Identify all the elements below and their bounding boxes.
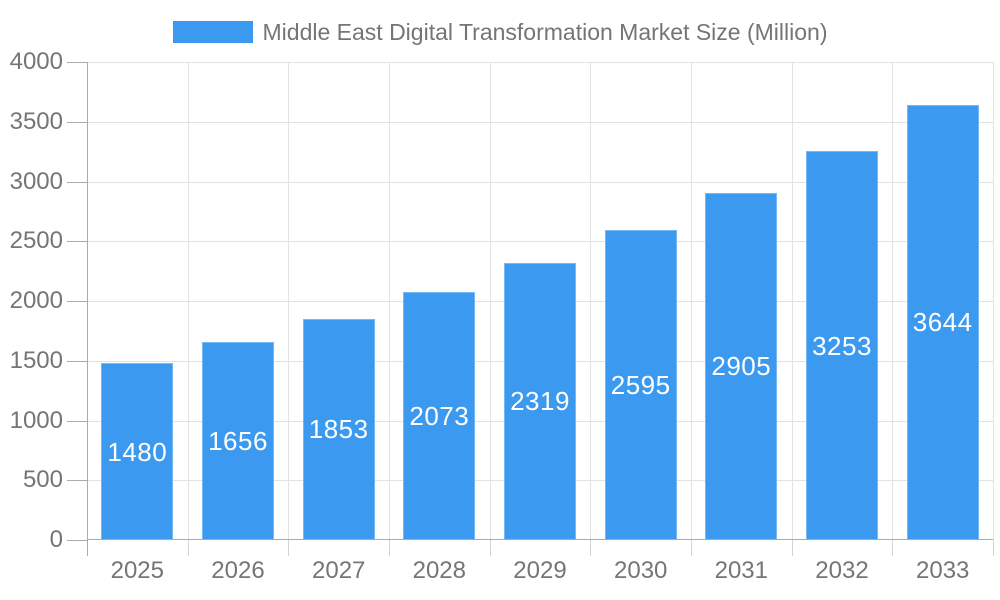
- x-axis-label: 2028: [412, 557, 466, 584]
- v-gridline: [791, 62, 793, 540]
- v-gridline: [993, 62, 994, 540]
- bar-value-label: 2319: [510, 386, 570, 417]
- v-gridline: [892, 62, 894, 540]
- y-axis-tick: [67, 241, 87, 243]
- bar-value-label: 1656: [208, 426, 268, 457]
- y-axis-label: 4000: [9, 48, 63, 75]
- x-axis-tick: [288, 540, 290, 556]
- x-axis-tick: [187, 540, 189, 556]
- x-axis-label: 2030: [613, 557, 668, 584]
- y-axis-line: [87, 62, 88, 556]
- y-axis-label: 1500: [9, 346, 63, 374]
- bar[interactable]: 1480: [101, 363, 174, 540]
- x-axis-label: 2027: [311, 557, 366, 584]
- y-axis-tick: [67, 181, 87, 183]
- bar[interactable]: 2073: [403, 292, 476, 540]
- v-gridline: [489, 62, 491, 540]
- bar[interactable]: 2595: [604, 229, 677, 540]
- x-axis-tick: [691, 540, 692, 556]
- y-axis-label: 500: [22, 466, 63, 494]
- y-axis-tick: [67, 480, 87, 482]
- h-gridline: [87, 121, 993, 123]
- y-axis-tick: [67, 301, 87, 302]
- legend-label: Middle East Digital Transformation Marke…: [262, 19, 828, 45]
- h-gridline: [87, 241, 993, 243]
- x-axis-label: 2033: [915, 557, 970, 584]
- bar[interactable]: 2319: [504, 262, 576, 540]
- bar-value-label: 3253: [812, 330, 872, 361]
- bar-value-label: 1480: [107, 436, 168, 467]
- bar-value-label: 3644: [912, 307, 973, 338]
- x-axis-label: 2031: [714, 557, 768, 584]
- legend[interactable]: Middle East Digital Transformation Marke…: [0, 19, 1000, 45]
- bar-value-label: 2905: [711, 351, 772, 382]
- x-axis-label: 2032: [815, 557, 869, 584]
- bar[interactable]: 2905: [705, 192, 778, 540]
- y-axis-tick: [67, 420, 87, 422]
- h-gridline: [87, 62, 993, 63]
- y-axis-label: 3000: [9, 167, 63, 195]
- x-axis-label: 2026: [211, 557, 265, 584]
- plot-area: 0 500 1000 1500 2000 2500 3000 3500 4000 2025 1480…: [10, 48, 994, 584]
- y-axis-label: 2500: [9, 227, 63, 255]
- y-axis-tick: [67, 360, 87, 362]
- y-axis-label: 0: [49, 526, 63, 553]
- y-axis-label: 3500: [9, 107, 63, 135]
- bar-value-label: 1853: [308, 414, 369, 445]
- x-axis-tick: [791, 540, 793, 556]
- x-axis-label: 2029: [513, 557, 567, 584]
- x-axis-tick: [590, 540, 592, 556]
- bar[interactable]: 3253: [806, 151, 878, 540]
- x-axis-label: 2025: [110, 557, 164, 584]
- v-gridline: [389, 62, 390, 540]
- bar[interactable]: 1853: [302, 318, 375, 540]
- x-axis-tick: [389, 540, 390, 556]
- y-axis-tick: [67, 121, 87, 123]
- y-axis-label: 1000: [9, 406, 63, 434]
- v-gridline: [187, 62, 189, 540]
- bar-value-label: 2073: [409, 401, 470, 432]
- v-gridline: [288, 62, 290, 540]
- bar-value-label: 2595: [610, 369, 671, 400]
- v-gridline: [590, 62, 592, 540]
- x-axis-tick: [489, 540, 491, 556]
- h-gridline: [87, 181, 993, 183]
- bar[interactable]: 3644: [906, 104, 979, 540]
- y-axis-label: 2000: [9, 287, 63, 314]
- bar[interactable]: 1656: [202, 342, 274, 540]
- x-axis-tick: [993, 540, 994, 556]
- x-axis-line: [87, 539, 993, 540]
- y-axis-tick: [67, 540, 87, 541]
- legend-swatch-icon: [172, 21, 253, 43]
- y-axis-tick: [67, 62, 87, 63]
- v-gridline: [691, 62, 692, 540]
- x-axis-tick: [892, 540, 894, 556]
